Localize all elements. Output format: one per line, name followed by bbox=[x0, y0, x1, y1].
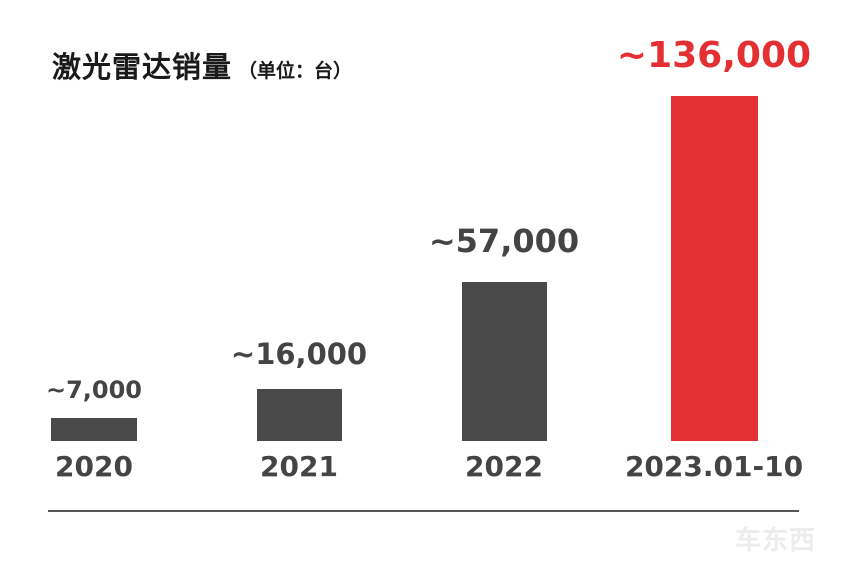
chart-title: 激光雷达销量 （单位：台） bbox=[52, 44, 352, 86]
category-label-2021: 2021 bbox=[260, 450, 338, 483]
baseline-rule bbox=[48, 510, 799, 512]
watermark-logo: 车东西 bbox=[735, 526, 817, 556]
value-label-2020: ~7,000 bbox=[45, 376, 143, 404]
value-label-2023-01-10: ~136,000 bbox=[616, 35, 812, 76]
chart-title-unit: （单位：台） bbox=[238, 60, 353, 82]
bar-2022 bbox=[462, 282, 547, 441]
chart-title-main: 激光雷达销量 bbox=[52, 50, 233, 84]
category-label-2023-01-10: 2023.01-10 bbox=[624, 450, 804, 483]
bar-2023-01-10 bbox=[671, 96, 758, 441]
bar-2021 bbox=[257, 389, 342, 441]
category-label-2020: 2020 bbox=[55, 450, 133, 483]
value-label-2021: ~16,000 bbox=[230, 337, 368, 371]
category-label-2022: 2022 bbox=[465, 450, 543, 483]
bar-2020 bbox=[51, 418, 137, 441]
value-label-2022: ~57,000 bbox=[428, 222, 580, 260]
